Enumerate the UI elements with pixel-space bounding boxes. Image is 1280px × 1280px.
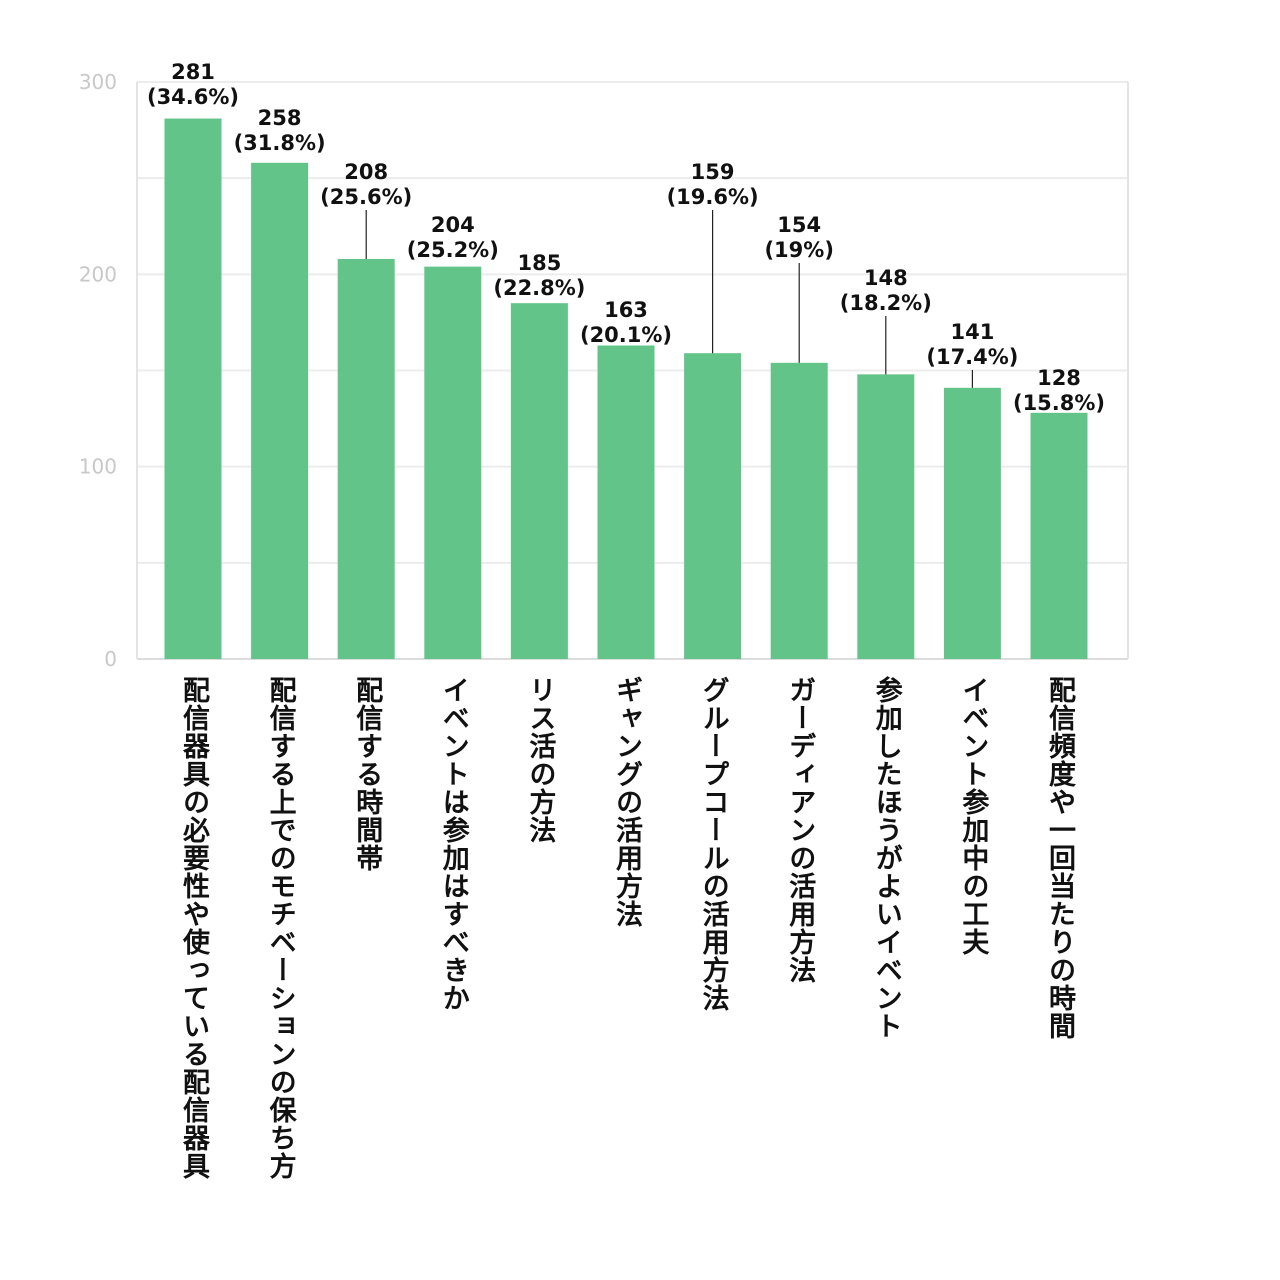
percent-label: (34.6%) [147,85,239,109]
y-tick-label: 100 [79,455,117,479]
percent-label: (20.1%) [580,323,672,347]
value-label: 163 [604,298,648,322]
category-label: 配信する時間帯 [351,676,383,872]
percent-label: (18.2%) [840,291,932,315]
bar [597,345,655,659]
bar [510,303,568,659]
percent-label: (22.8%) [493,276,585,300]
bar [770,362,828,659]
y-tick-label: 300 [79,70,117,94]
percent-label: (19.6%) [667,185,759,209]
value-label: 204 [431,213,475,237]
value-label: 185 [517,251,561,275]
category-label: ガーディアンの活用方法 [784,676,816,984]
category-label: リス活の方法 [524,676,556,844]
bar [164,118,222,659]
category-label: 配信器具の必要性や使っている配信器具 [178,676,209,1180]
bar [424,266,482,659]
value-label: 208 [344,160,388,184]
category-label: ギャングの活用方法 [611,676,642,928]
y-tick-label: 200 [79,262,117,286]
value-label: 281 [171,60,215,84]
value-label: 148 [864,266,908,290]
percent-label: (15.8%) [1013,391,1105,415]
category-label: イベント参加中の工夫 [957,676,989,956]
value-label: 159 [691,160,735,184]
value-label: 128 [1037,366,1081,390]
bar [943,387,1001,659]
percent-label: (25.2%) [407,238,499,262]
bar [684,353,742,659]
bar [251,162,309,659]
category-label: 配信する上でのモチベーションの保ち方 [264,676,296,1180]
bar [337,258,395,659]
category-label: イベントは参加はすべきか [437,676,469,1012]
value-label: 258 [258,106,302,130]
bar [857,374,915,659]
category-label: 配信頻度や一回当たりの時間 [1044,676,1075,1040]
value-label: 141 [950,320,994,344]
y-tick-label: 0 [104,647,117,671]
category-label: 参加したほうがよいイベント [870,676,902,1040]
percent-label: (17.4%) [926,345,1018,369]
percent-label: (19%) [764,238,833,262]
percent-label: (31.8%) [234,131,326,155]
percent-label: (25.6%) [320,185,412,209]
bar [1030,412,1088,659]
category-label: グループコールの活用方法 [697,676,729,1012]
value-label: 154 [777,213,821,237]
